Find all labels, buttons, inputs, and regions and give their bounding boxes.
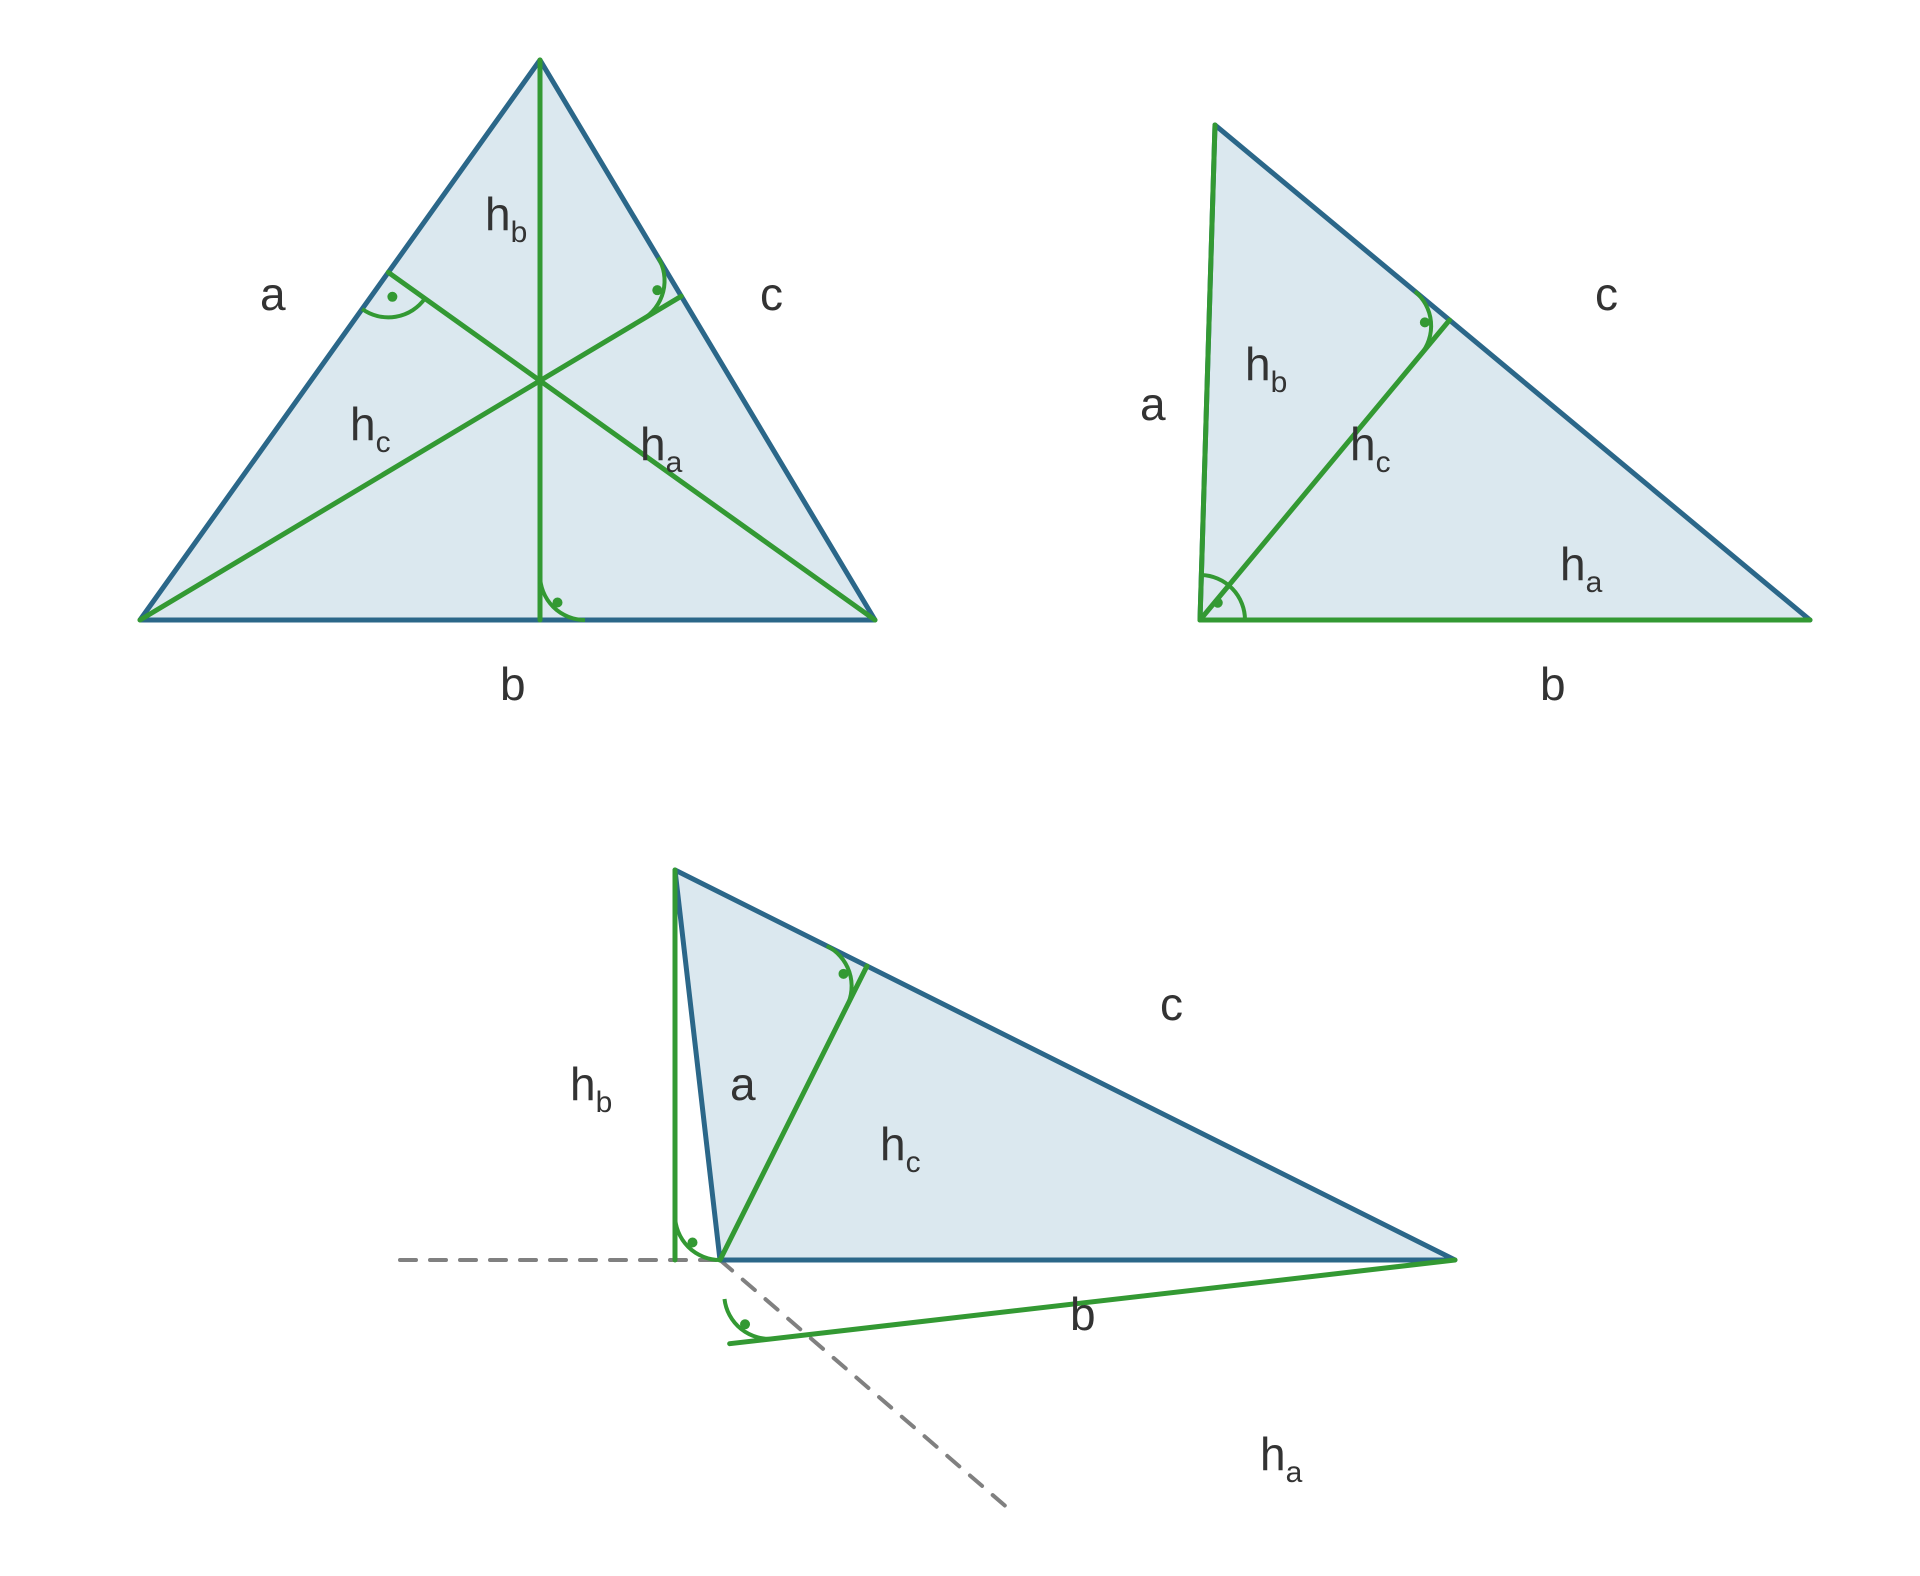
ra-obtuse-ha-dot [740,1319,750,1329]
ra-right-corner-dot [1213,598,1223,608]
ext-obtuse-a-down [720,1260,1010,1510]
triangle-acute [140,60,875,620]
triangle-right [1200,125,1810,620]
ra-acute-a-dot [652,285,662,295]
label-obtuse-side-a: a [730,1058,756,1110]
label-right-side-a: a [1140,378,1166,430]
label-acute-side-b: b [500,658,526,710]
triangle-obtuse [675,870,1455,1260]
label-acute-side-c: c [760,268,783,320]
label-obtuse-side-b: b [1070,1288,1096,1340]
label-acute-side-a: a [260,268,286,320]
ra-acute-b-dot [553,597,563,607]
ra-obtuse-hb-dot [688,1237,698,1247]
ra-acute-c-dot [387,292,397,302]
label-obtuse-hb: hb [570,1058,612,1119]
ra-right-hc-dot [1420,317,1430,327]
label-right-side-c: c [1595,268,1618,320]
label-obtuse-side-c: c [1160,978,1183,1030]
label-obtuse-ha: ha [1260,1428,1303,1489]
label-right-side-b: b [1540,658,1566,710]
ra-obtuse-ha-arc [724,1299,774,1339]
ra-obtuse-hc-dot [839,969,849,979]
